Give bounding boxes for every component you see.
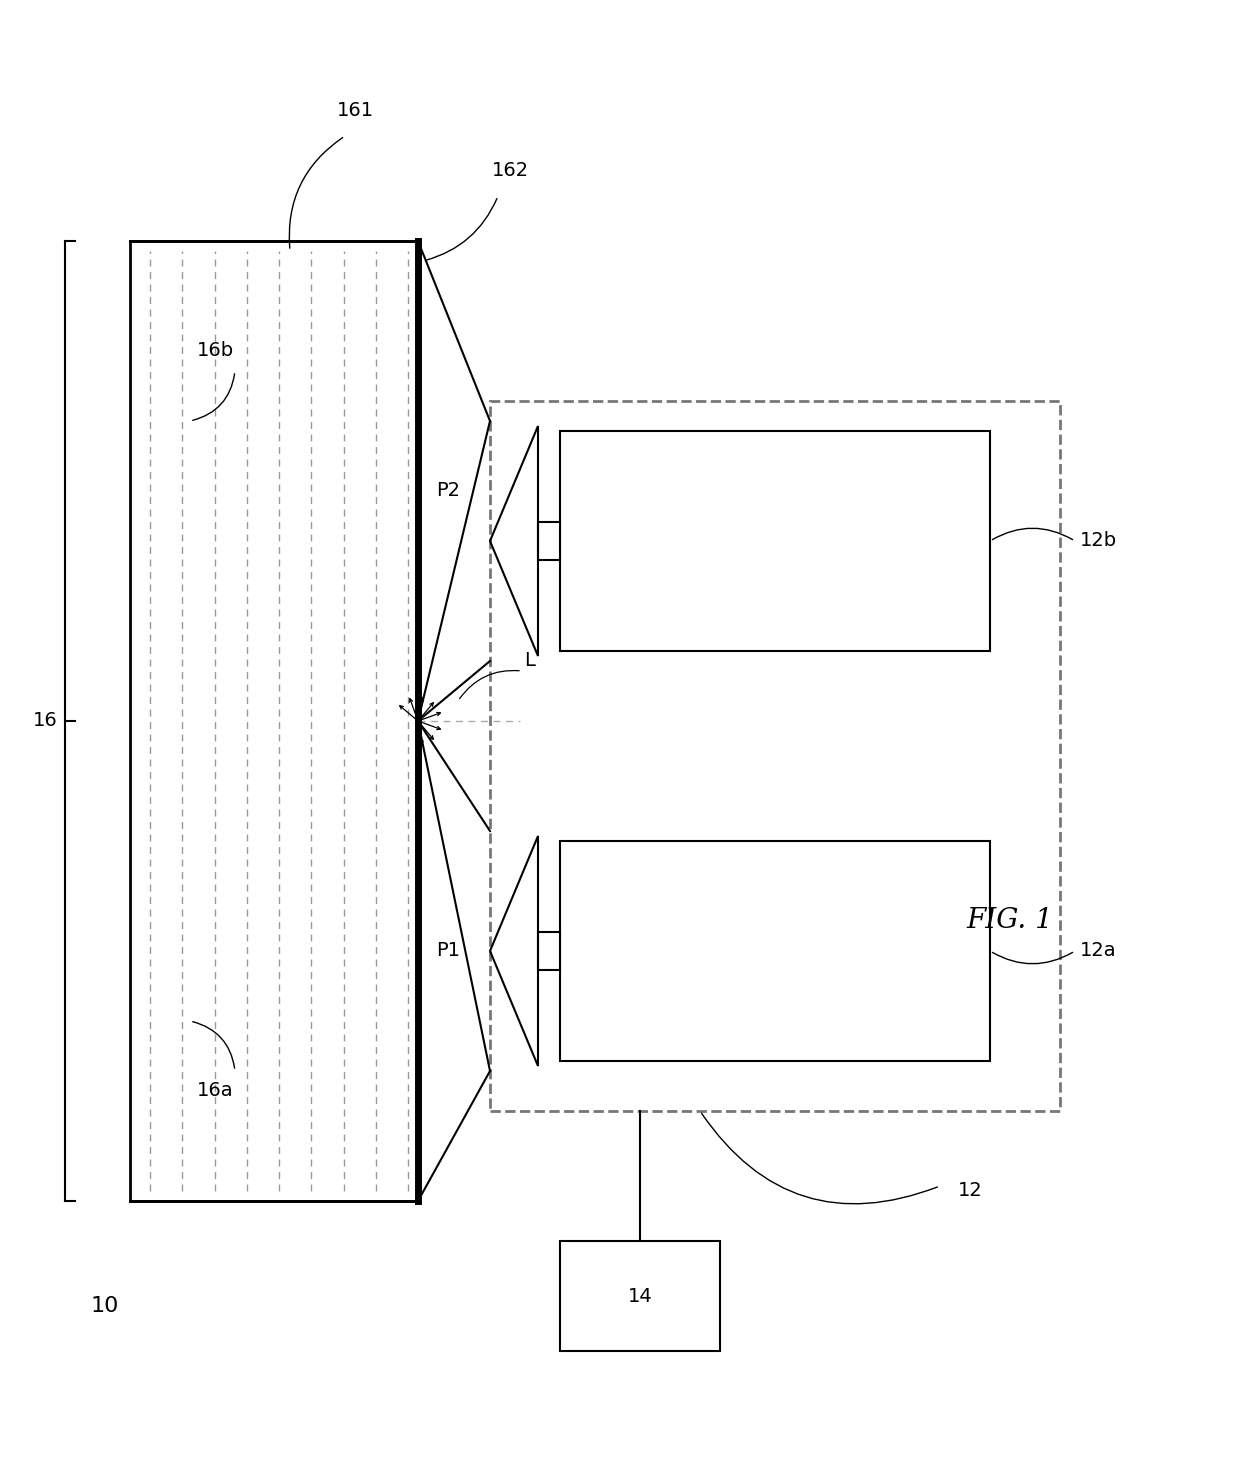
Text: 12: 12 <box>957 1182 982 1201</box>
Text: 12a: 12a <box>1080 942 1117 961</box>
Bar <box>560 1241 720 1351</box>
Text: 16a: 16a <box>197 1081 233 1100</box>
Bar <box>560 841 990 1060</box>
Text: 14: 14 <box>627 1287 652 1305</box>
Text: P2: P2 <box>436 481 460 501</box>
Text: 162: 162 <box>491 161 528 181</box>
Text: 16b: 16b <box>196 342 233 360</box>
Text: L: L <box>525 652 536 671</box>
Text: 161: 161 <box>336 102 373 120</box>
Bar <box>560 431 990 652</box>
Text: 16: 16 <box>32 711 57 730</box>
Text: FIG. 1: FIG. 1 <box>967 908 1053 935</box>
Text: P1: P1 <box>436 942 460 961</box>
Bar <box>538 521 560 560</box>
Bar <box>490 401 1060 1111</box>
Text: 10: 10 <box>91 1296 119 1317</box>
Bar <box>538 932 560 970</box>
Text: 12b: 12b <box>1080 532 1117 551</box>
Bar <box>130 241 418 1201</box>
